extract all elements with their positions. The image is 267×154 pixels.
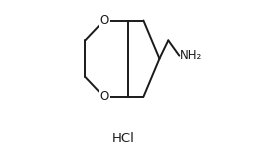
Text: NH₂: NH₂ xyxy=(180,49,202,62)
Text: O: O xyxy=(100,14,109,27)
Text: O: O xyxy=(100,90,109,103)
Text: HCl: HCl xyxy=(111,132,134,145)
